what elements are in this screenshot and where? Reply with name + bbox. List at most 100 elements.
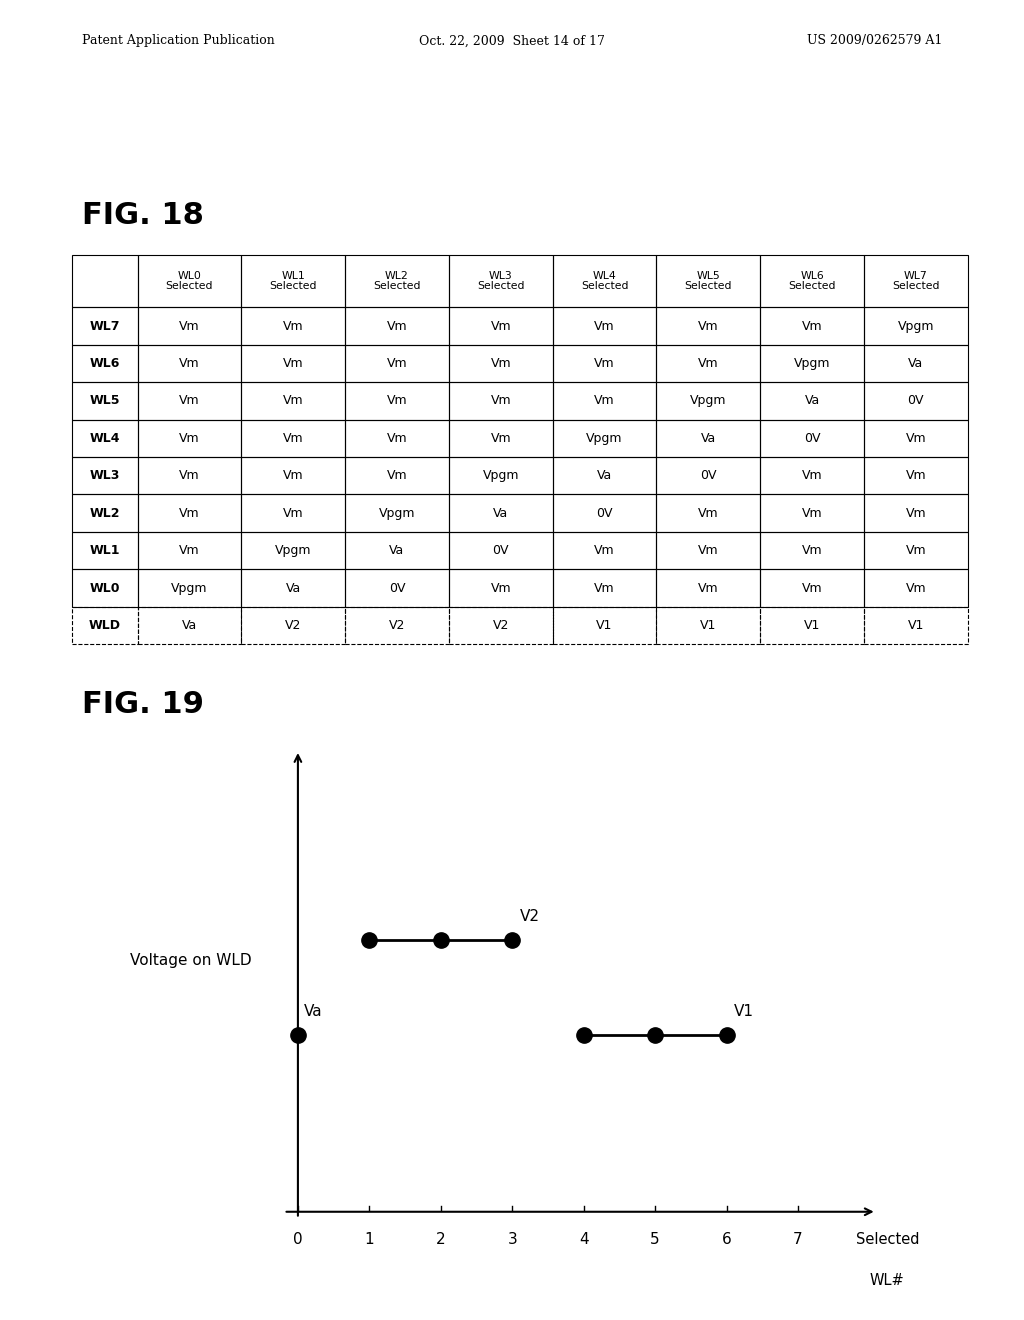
Text: Va: Va (908, 356, 924, 370)
Bar (242, 420, 345, 457)
Bar (345, 255, 449, 308)
Text: WLD: WLD (89, 619, 121, 632)
Text: Vm: Vm (387, 356, 408, 370)
Bar (345, 607, 449, 644)
Bar (137, 420, 242, 457)
Text: Vm: Vm (594, 395, 614, 408)
Text: Vm: Vm (283, 319, 303, 333)
Bar (72, 420, 137, 457)
Bar (760, 255, 864, 308)
Text: Va: Va (700, 432, 716, 445)
Bar (449, 345, 553, 383)
Text: Vm: Vm (179, 395, 200, 408)
Bar (656, 457, 760, 495)
Text: Vm: Vm (905, 582, 926, 594)
Bar (760, 532, 864, 569)
Text: Vm: Vm (594, 319, 614, 333)
Text: FIG. 19: FIG. 19 (82, 690, 204, 719)
Text: Selected: Selected (856, 1232, 920, 1247)
Text: 7: 7 (794, 1232, 803, 1247)
Text: 0V: 0V (493, 544, 509, 557)
Bar (864, 308, 968, 345)
Text: Vpgm: Vpgm (482, 469, 519, 482)
Bar (656, 345, 760, 383)
Text: Vm: Vm (283, 356, 303, 370)
Bar (553, 569, 656, 607)
Text: Vm: Vm (594, 582, 614, 594)
Text: WL0: WL0 (89, 582, 120, 594)
Bar (553, 420, 656, 457)
Text: Vm: Vm (179, 544, 200, 557)
Text: Va: Va (494, 507, 508, 520)
Bar (242, 383, 345, 420)
Text: 5: 5 (650, 1232, 659, 1247)
Bar (449, 495, 553, 532)
Text: Oct. 22, 2009  Sheet 14 of 17: Oct. 22, 2009 Sheet 14 of 17 (419, 34, 605, 48)
Bar (449, 383, 553, 420)
Bar (137, 607, 242, 644)
Bar (656, 532, 760, 569)
Bar (553, 607, 656, 644)
Text: Vm: Vm (802, 544, 822, 557)
Text: Vpgm: Vpgm (898, 319, 934, 333)
Text: 6: 6 (722, 1232, 731, 1247)
Bar (760, 383, 864, 420)
Text: Vm: Vm (179, 356, 200, 370)
Text: WL7
Selected: WL7 Selected (892, 271, 940, 292)
Text: 2: 2 (436, 1232, 445, 1247)
Text: V1: V1 (907, 619, 924, 632)
Text: Vm: Vm (387, 395, 408, 408)
Text: WL4: WL4 (89, 432, 120, 445)
Bar (72, 457, 137, 495)
Bar (345, 383, 449, 420)
Text: Vpgm: Vpgm (794, 356, 830, 370)
Text: WL1
Selected: WL1 Selected (269, 271, 317, 292)
Text: Vm: Vm (905, 469, 926, 482)
Bar (345, 308, 449, 345)
Text: WL1: WL1 (89, 544, 120, 557)
Bar (553, 532, 656, 569)
Bar (656, 383, 760, 420)
Bar (760, 420, 864, 457)
Text: Vm: Vm (490, 432, 511, 445)
Bar (656, 569, 760, 607)
Bar (345, 569, 449, 607)
Text: Vm: Vm (387, 432, 408, 445)
Bar (72, 607, 137, 644)
Text: Vm: Vm (802, 582, 822, 594)
Bar (72, 495, 137, 532)
Bar (72, 345, 137, 383)
Bar (137, 532, 242, 569)
Text: WL5
Selected: WL5 Selected (684, 271, 732, 292)
Bar (760, 607, 864, 644)
Bar (345, 345, 449, 383)
Bar (553, 255, 656, 308)
Text: Patent Application Publication: Patent Application Publication (82, 34, 274, 48)
Bar (553, 495, 656, 532)
Bar (449, 569, 553, 607)
Bar (137, 495, 242, 532)
Text: V1: V1 (804, 619, 820, 632)
Text: Vm: Vm (387, 469, 408, 482)
Text: 0V: 0V (389, 582, 406, 594)
Bar (656, 308, 760, 345)
Text: Va: Va (389, 544, 404, 557)
Bar (72, 255, 137, 308)
Bar (449, 607, 553, 644)
Bar (345, 457, 449, 495)
Bar (553, 383, 656, 420)
Bar (656, 420, 760, 457)
Bar (137, 255, 242, 308)
Text: Vm: Vm (490, 582, 511, 594)
Bar (760, 495, 864, 532)
Text: WL7: WL7 (89, 319, 120, 333)
Text: Va: Va (597, 469, 612, 482)
Bar (656, 495, 760, 532)
Bar (449, 255, 553, 308)
Text: Vm: Vm (179, 507, 200, 520)
Text: 3: 3 (507, 1232, 517, 1247)
Text: Vm: Vm (594, 544, 614, 557)
Bar (864, 532, 968, 569)
Text: US 2009/0262579 A1: US 2009/0262579 A1 (807, 34, 942, 48)
Text: 0V: 0V (596, 507, 612, 520)
